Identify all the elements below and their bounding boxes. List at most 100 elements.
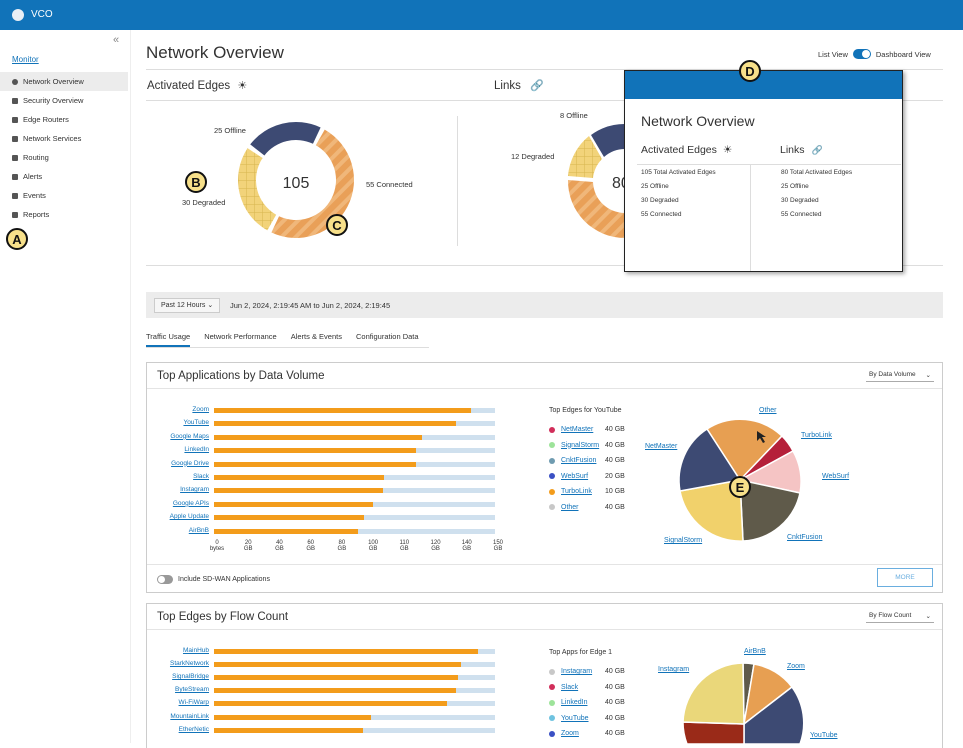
pie-label-other[interactable]: Other xyxy=(759,407,777,414)
donut-connected-segment[interactable] xyxy=(271,129,355,239)
donut-degraded-segment[interactable] xyxy=(238,148,277,231)
legend-name[interactable]: WebSurf xyxy=(561,472,589,480)
edge-bar[interactable] xyxy=(214,701,448,707)
app-bar[interactable] xyxy=(214,528,359,534)
sidebar-item-network-services[interactable]: Network Services xyxy=(0,129,128,148)
pie2-label-instagram[interactable]: Instagram xyxy=(658,666,690,673)
links-degraded-segment[interactable] xyxy=(568,136,602,178)
legend-name[interactable]: TurboLink xyxy=(561,488,592,495)
app-label[interactable]: Zoom xyxy=(192,406,209,413)
legend-name[interactable]: LinkedIn xyxy=(561,699,588,706)
pie-label-websurf[interactable]: WebSurf xyxy=(822,473,850,480)
edge-label[interactable]: SignalBridge xyxy=(172,673,209,681)
app-bar[interactable] xyxy=(214,408,471,413)
edge-label[interactable]: Wi-FiWarp xyxy=(178,699,209,707)
edge-bar[interactable] xyxy=(214,688,456,694)
pie-label-cnktfusion[interactable]: CnktFusion xyxy=(787,534,823,541)
include-sdwan-switch[interactable] xyxy=(157,575,173,584)
include-sdwan-toggle-row[interactable]: Include SD-WAN Applications xyxy=(157,575,270,584)
legend-row[interactable]: Instagram 40 GB xyxy=(549,668,625,675)
app-label[interactable]: YouTube xyxy=(183,419,209,427)
app-bar[interactable] xyxy=(214,515,364,521)
view-switch[interactable] xyxy=(852,49,871,59)
legend-name[interactable]: NetMaster xyxy=(561,426,594,433)
pie-slice-other[interactable] xyxy=(705,418,784,482)
legend-name[interactable]: Instagram xyxy=(561,668,593,675)
flow-count-select[interactable]: By Flow Count ⌄ xyxy=(866,610,934,623)
edge-label[interactable]: ByteStream xyxy=(175,686,209,694)
app-label[interactable]: Google Drive xyxy=(171,459,209,467)
legend-name[interactable]: Slack xyxy=(561,683,579,691)
collapse-sidebar-icon[interactable]: « xyxy=(113,34,120,46)
legend-row[interactable]: TurboLink 10 GB xyxy=(549,488,625,495)
legend-name[interactable]: CnktFusion xyxy=(561,457,597,464)
legend-row[interactable]: Slack 40 GB xyxy=(549,684,625,691)
app-label[interactable]: Google Maps xyxy=(170,432,209,440)
legend-row[interactable]: NetMaster 40 GB xyxy=(549,426,625,433)
app-label[interactable]: Instagram xyxy=(180,486,209,494)
app-label[interactable]: Google APIs xyxy=(172,499,209,507)
monitor-link[interactable]: Monitor xyxy=(12,55,39,64)
pie2-label-airbnb[interactable]: AirBnB xyxy=(744,648,766,655)
legend-row[interactable]: WebSurf 20 GB xyxy=(549,473,625,480)
top-edges-youtube-pie[interactable] xyxy=(675,415,805,545)
legend-row[interactable]: Zoom 40 GB xyxy=(549,730,625,737)
edge-label[interactable]: EtherNetic xyxy=(178,725,209,733)
legend-name[interactable]: SignalStorm xyxy=(561,441,600,449)
pie-slice-signalstorm[interactable] xyxy=(679,479,744,542)
pie-label-signalstorm[interactable]: SignalStorm xyxy=(664,537,703,544)
pie-label-netmaster[interactable]: NetMaster xyxy=(645,443,678,450)
pie2-label-youtube[interactable]: YouTube xyxy=(810,732,838,739)
app-bar[interactable] xyxy=(214,421,456,427)
app-label[interactable]: LinkedIn xyxy=(184,446,209,454)
tab-network-performance[interactable]: Network Performance xyxy=(204,332,277,341)
legend-row[interactable]: LinkedIn 40 GB xyxy=(549,699,625,706)
edge-bar[interactable] xyxy=(214,727,363,733)
edge-label[interactable]: MainHub xyxy=(182,647,209,654)
pie2-label-zoom[interactable]: Zoom xyxy=(787,663,805,670)
sidebar-item-edge-routers[interactable]: Edge Routers xyxy=(0,110,128,129)
app-bar[interactable] xyxy=(214,434,422,440)
app-bar[interactable] xyxy=(214,448,417,454)
time-range-select[interactable]: Past 12 Hours ⌄ xyxy=(154,298,221,313)
legend-name[interactable]: YouTube xyxy=(561,714,589,722)
tab-traffic-usage[interactable]: Traffic Usage xyxy=(146,332,191,347)
pie-slice-cnktfusion[interactable] xyxy=(739,479,801,542)
legend-row[interactable]: CnktFusion 40 GB xyxy=(549,457,625,464)
legend-name[interactable]: Zoom xyxy=(561,730,579,737)
sidebar-item-security-overview[interactable]: Security Overview xyxy=(0,91,128,110)
edge-label[interactable]: MountainLink xyxy=(170,712,209,720)
pie2-slice-instagram[interactable] xyxy=(682,662,745,725)
app-bar[interactable] xyxy=(214,475,385,480)
data-volume-select[interactable]: By Data Volume ⌄ xyxy=(866,369,934,382)
app-label[interactable]: Apple Update xyxy=(169,513,209,521)
app-label[interactable]: AirBnB xyxy=(188,526,209,534)
activated-edges-donut[interactable]: 105 xyxy=(230,116,360,246)
pie2-slice-red[interactable] xyxy=(682,721,745,744)
links-offline-segment[interactable] xyxy=(591,123,625,157)
tab-alerts-events[interactable]: Alerts & Events xyxy=(290,332,342,341)
pie-label-turbolink[interactable]: TurboLink xyxy=(801,432,832,439)
more-button[interactable]: MORE xyxy=(877,568,933,587)
tab-configuration-data[interactable]: Configuration Data xyxy=(356,332,419,341)
sidebar-item-alerts[interactable]: Alerts xyxy=(0,167,128,186)
app-bar[interactable] xyxy=(214,488,383,494)
pie-slice-netmaster[interactable] xyxy=(678,427,742,492)
sidebar-item-network-overview[interactable]: Network Overview xyxy=(0,72,128,91)
edge-label[interactable]: StarkNetwork xyxy=(169,660,209,668)
legend-row[interactable]: YouTube 40 GB xyxy=(549,715,625,722)
app-label[interactable]: Slack xyxy=(193,473,209,480)
edge-bar[interactable] xyxy=(214,662,462,668)
app-logo-icon[interactable] xyxy=(12,9,24,21)
view-toggle[interactable]: List View Dashboard View xyxy=(818,49,931,59)
edge-bar[interactable] xyxy=(214,714,372,720)
sidebar-item-reports[interactable]: Reports xyxy=(0,205,128,224)
sidebar-item-routing[interactable]: Routing xyxy=(0,148,128,167)
legend-name[interactable]: Other xyxy=(561,503,579,511)
legend-row[interactable]: SignalStorm 40 GB xyxy=(549,442,625,449)
links-connected-segment[interactable] xyxy=(567,180,625,238)
legend-row[interactable]: Other 40 GB xyxy=(549,504,625,511)
edge-bar[interactable] xyxy=(214,649,479,654)
sidebar-item-events[interactable]: Events xyxy=(0,186,128,205)
links-donut[interactable]: 80 xyxy=(560,116,630,246)
